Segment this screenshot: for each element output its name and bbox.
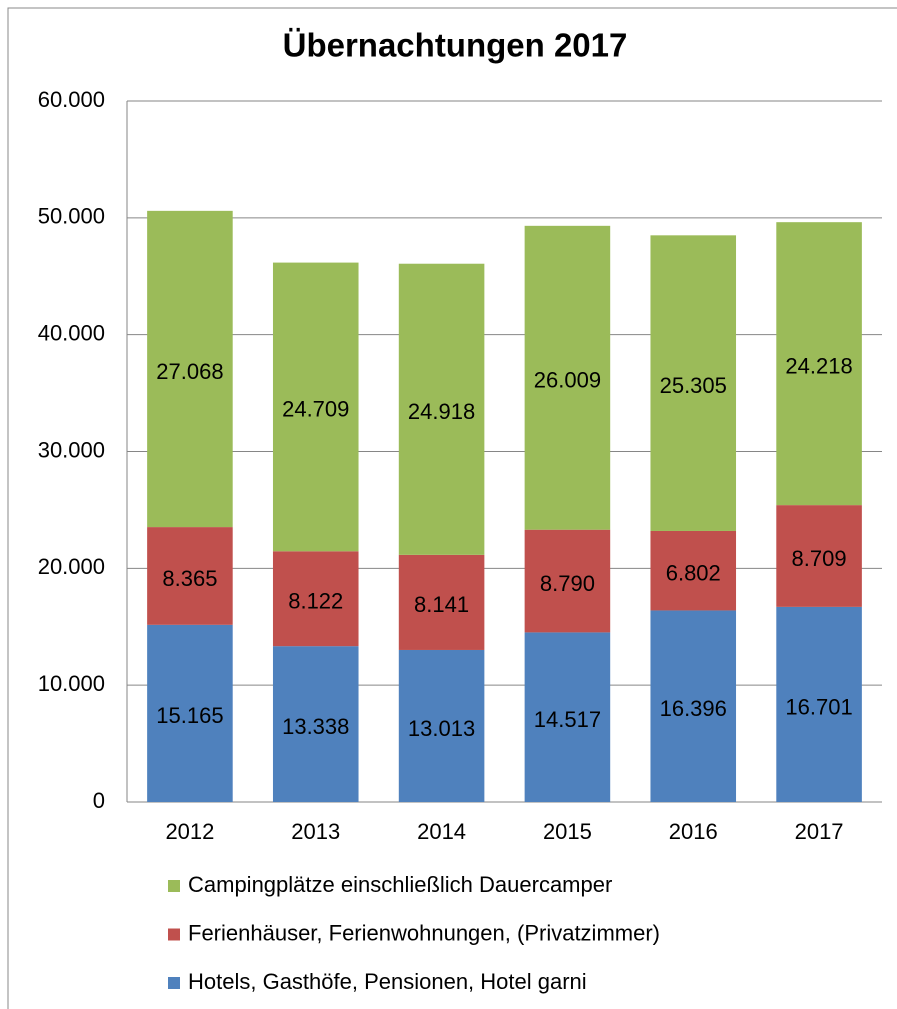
legend-label: Campingplätze einschließlich Dauercamper	[188, 872, 612, 897]
legend-label: Hotels, Gasthöfe, Pensionen, Hotel garni	[188, 969, 587, 994]
value-label: 27.068	[156, 359, 223, 384]
legend-swatch	[168, 977, 180, 989]
legend-swatch	[168, 928, 180, 941]
bar-segment	[776, 606, 862, 802]
bar-segment	[524, 225, 611, 530]
bar-segment	[524, 632, 611, 802]
chart-border	[7, 7, 897, 1009]
value-label: 26.009	[534, 368, 601, 393]
x-tick-label: 2014	[417, 819, 466, 844]
bar-segment	[650, 530, 737, 611]
value-label: 14.517	[534, 707, 601, 732]
y-tick-label: 60.000	[38, 87, 105, 112]
value-label: 25.305	[660, 373, 727, 398]
chart-title: Übernachtungen 2017	[283, 27, 628, 64]
value-label: 8.141	[414, 592, 469, 617]
bar-segment	[650, 610, 737, 802]
bar-segment	[147, 527, 233, 625]
value-label: 24.709	[282, 397, 349, 422]
y-tick-label: 20.000	[38, 554, 105, 579]
value-label: 13.013	[408, 716, 475, 741]
x-tick-label: 2017	[795, 819, 844, 844]
value-label: 16.396	[660, 696, 727, 721]
legend-label: Ferienhäuser, Ferienwohnungen, (Privatzi…	[188, 920, 660, 945]
value-label: 8.122	[288, 589, 343, 614]
value-label: 8.709	[792, 546, 847, 571]
bar-segment	[147, 210, 233, 528]
bar-segment	[272, 262, 359, 552]
legend-swatch	[168, 880, 180, 892]
x-tick-label: 2013	[291, 819, 340, 844]
bar-segment	[650, 235, 737, 531]
value-label: 8.365	[162, 566, 217, 591]
y-tick-label: 30.000	[38, 437, 105, 462]
value-label: 15.165	[156, 703, 223, 728]
value-label: 16.701	[785, 694, 852, 719]
bar-segment	[398, 263, 485, 555]
x-tick-label: 2012	[165, 819, 214, 844]
bar-segment	[272, 551, 359, 647]
value-label: 24.918	[408, 399, 475, 424]
value-label: 24.218	[785, 353, 852, 378]
bar-segment	[776, 222, 862, 506]
bar-segment	[147, 624, 233, 802]
y-tick-label: 50.000	[38, 204, 105, 229]
value-label: 13.338	[282, 714, 349, 739]
x-tick-label: 2016	[669, 819, 718, 844]
bar-segment	[272, 646, 359, 802]
x-tick-label: 2015	[543, 819, 592, 844]
y-tick-label: 40.000	[38, 320, 105, 345]
bar-segment	[398, 649, 485, 802]
value-label: 8.790	[540, 571, 595, 596]
value-label: 6.802	[666, 561, 721, 586]
bar-segment	[776, 505, 862, 607]
bar-segment	[398, 554, 485, 650]
y-tick-label: 10.000	[38, 671, 105, 696]
bar-segment	[524, 529, 611, 633]
y-tick-label: 0	[93, 788, 105, 813]
